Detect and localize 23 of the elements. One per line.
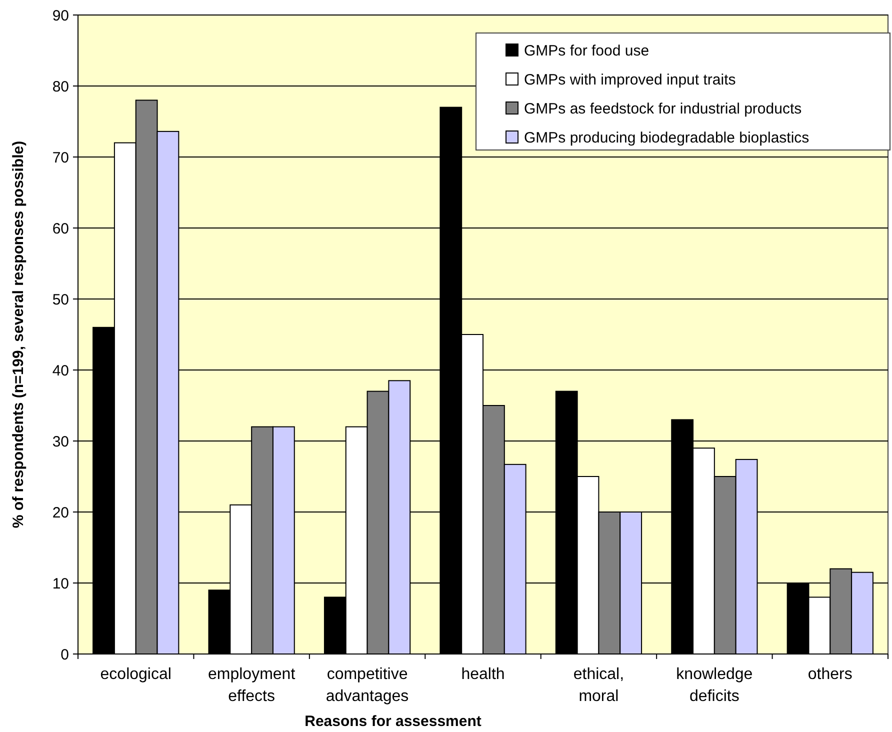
- y-tick-label: 50: [52, 291, 69, 308]
- x-tick-label: employment effects: [208, 666, 296, 705]
- x-tick-label: others: [808, 666, 852, 683]
- x-tick-label: competitive advantages: [326, 666, 409, 705]
- x-tick-label: ethical, moral: [573, 666, 624, 705]
- x-tick-label: ecological: [100, 666, 172, 683]
- y-tick-label: 60: [52, 220, 69, 238]
- legend-label: GMPs with improved input traits: [524, 71, 736, 88]
- y-tick-label: 30: [52, 433, 69, 450]
- y-tick-label: 40: [52, 362, 69, 380]
- legend-label: GMPs producing biodegradable bioplastics: [524, 129, 810, 146]
- legend-label: GMPs as feedstock for industrial products: [524, 100, 802, 118]
- legend-label: GMPs for food use: [524, 42, 650, 60]
- y-tick-label: 70: [52, 149, 69, 166]
- y-tick-label: 90: [52, 7, 69, 24]
- y-tick-label: 80: [52, 78, 69, 96]
- x-tick-label: health: [461, 666, 505, 683]
- y-tick-label: 10: [52, 575, 69, 592]
- y-axis-title: % of respondents (n=199, several responses possible): [10, 140, 27, 528]
- y-tick-label: 20: [52, 504, 69, 522]
- y-tick-label: 0: [60, 646, 69, 664]
- x-tick-label: knowledge deficits: [676, 666, 753, 705]
- x-axis-title: Reasons for assessment: [304, 713, 482, 730]
